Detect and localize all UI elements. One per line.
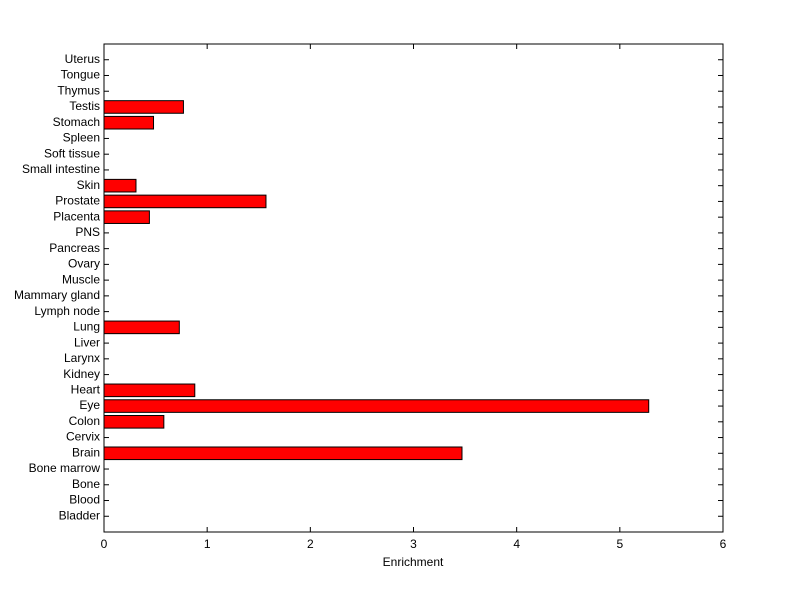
bar (103, 210, 150, 224)
y-tick-label: Brain (72, 445, 100, 459)
y-tick-label: Kidney (63, 367, 100, 381)
y-tick-label: Lung (73, 320, 100, 334)
x-tick-label: 0 (101, 537, 108, 551)
y-tick-label: Heart (71, 382, 101, 396)
y-tick-label: Colon (69, 414, 100, 428)
bar (103, 194, 267, 209)
y-tick-label: Blood (69, 493, 100, 507)
y-tick-label: Skin (77, 178, 100, 192)
y-tick-label: PNS (75, 225, 100, 239)
y-tick-label: Spleen (63, 131, 100, 145)
bar (103, 178, 137, 193)
y-tick-label: Pancreas (49, 241, 100, 255)
x-tick-label: 5 (616, 537, 623, 551)
bar (103, 399, 650, 413)
bar (103, 383, 196, 398)
y-tick-label: Eye (79, 398, 100, 412)
y-tick-label: Ovary (68, 257, 100, 271)
bar (103, 415, 165, 429)
y-tick-label: Cervix (66, 430, 100, 444)
y-tick-label: Lymph node (34, 304, 100, 318)
y-tick-label: Testis (69, 99, 100, 113)
y-tick-label: Bone marrow (29, 461, 101, 475)
y-tick-label: Bone (72, 477, 100, 491)
y-tick-label: Small intestine (22, 162, 100, 176)
y-tick-label: Placenta (53, 209, 100, 223)
y-tick-label: Uterus (65, 52, 100, 66)
y-tick-label: Bladder (59, 508, 100, 522)
y-tick-label: Soft tissue (44, 146, 100, 160)
y-tick-label: Tongue (61, 68, 101, 82)
x-tick-label: 3 (410, 537, 417, 551)
y-tick-label: Liver (74, 335, 100, 349)
x-tick-label: 2 (307, 537, 314, 551)
y-tick-label: Mammary gland (14, 288, 100, 302)
bar (103, 100, 184, 114)
y-tick-label: Muscle (62, 272, 100, 286)
x-axis-label: Enrichment (383, 555, 444, 569)
x-tick-label: 6 (720, 537, 727, 551)
bar (103, 115, 155, 130)
y-tick-label: Thymus (57, 83, 100, 97)
y-tick-label: Prostate (55, 194, 100, 208)
y-tick-label: Stomach (53, 115, 100, 129)
bar (103, 320, 180, 335)
bar (103, 446, 463, 461)
x-tick-label: 1 (204, 537, 211, 551)
y-tick-label: Larynx (64, 351, 100, 365)
x-tick-label: 4 (513, 537, 520, 551)
